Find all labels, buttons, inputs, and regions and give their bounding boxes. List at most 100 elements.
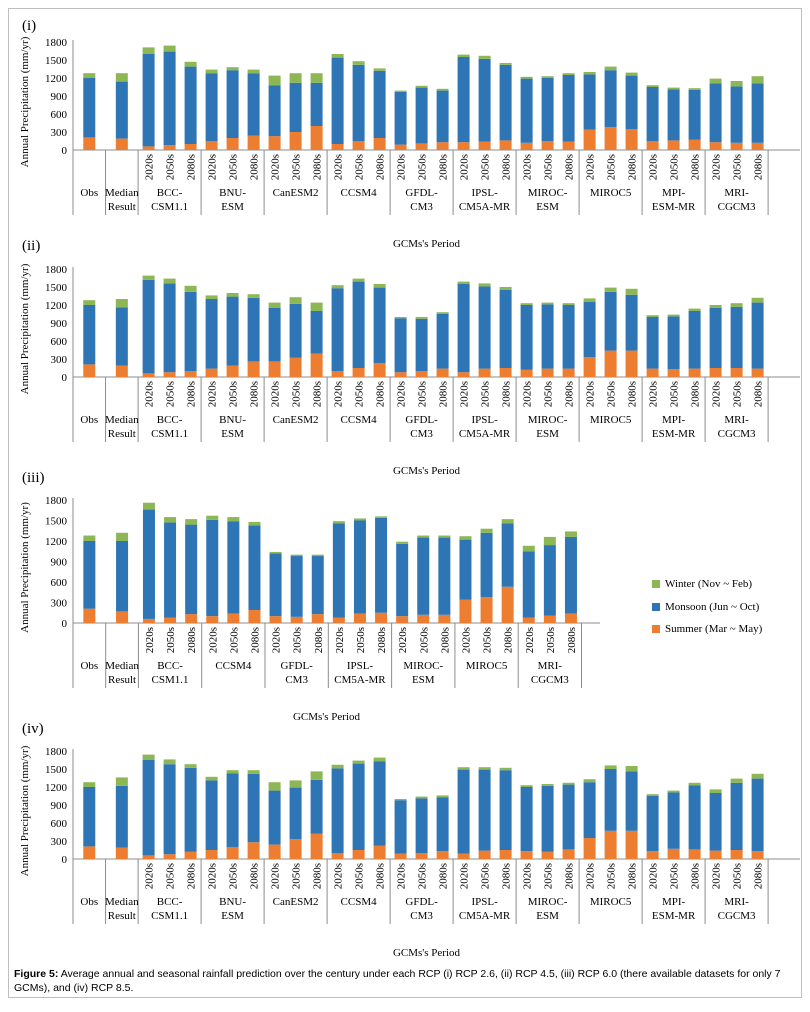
bar-summer <box>205 850 218 859</box>
bar-winter <box>310 302 323 311</box>
x-group-label: IPSL- <box>471 896 498 908</box>
x-group-label: BCC- <box>157 414 183 426</box>
bar-summer <box>688 849 701 859</box>
bar-winter <box>583 72 596 75</box>
x-tick-period: 2080s <box>186 381 198 407</box>
bar-monsoon <box>226 773 239 847</box>
bar-summer <box>353 613 366 623</box>
x-tick-period: 2020s <box>648 863 660 889</box>
x-tick-period: 2080s <box>249 381 261 407</box>
bar-winter <box>373 757 386 762</box>
bar-monsoon <box>730 782 743 850</box>
x-group-label: MPI- <box>662 414 686 426</box>
bar-summer <box>116 611 129 623</box>
bar-winter <box>751 773 764 779</box>
bar-summer <box>226 138 239 150</box>
bar-monsoon <box>83 78 96 138</box>
bar-summer <box>373 363 386 377</box>
y-tick-label: 0 <box>62 854 68 866</box>
legend-label-summer: Summer (Mar ~ May) <box>665 623 763 635</box>
y-tick-label: 1800 <box>45 264 68 276</box>
x-tick-period: 2080s <box>375 863 387 889</box>
bar-summer <box>415 143 428 150</box>
bar-summer <box>185 614 198 623</box>
bar-summer <box>163 145 176 150</box>
bar-summer <box>478 141 491 150</box>
bar-monsoon <box>688 785 701 850</box>
bar-winter <box>247 770 260 774</box>
bar-winter <box>226 770 239 774</box>
x-tick-period: 2050s <box>482 627 494 653</box>
bar-summer <box>268 844 281 859</box>
x-group-label: CGCM3 <box>718 910 756 922</box>
bar-summer <box>289 357 302 377</box>
x-tick-period: 2020s <box>585 863 597 889</box>
y-tick-label: 1500 <box>45 764 68 776</box>
bar-winter <box>185 519 198 525</box>
y-axis-label: Annual Precipitation (mm/yr) <box>19 502 31 633</box>
panel-label: (iv) <box>22 721 44 737</box>
x-group-label: GFDL- <box>280 660 313 672</box>
x-tick-period: 2080s <box>627 154 639 180</box>
bar-winter <box>667 314 680 317</box>
bar-winter <box>436 795 449 798</box>
x-tick-period: 2020s <box>585 381 597 407</box>
x-group-label: CCSM4 <box>215 660 252 672</box>
x-group-label: CM3 <box>410 428 433 440</box>
x-group-label: MPI- <box>662 187 686 199</box>
bar-summer <box>247 361 260 377</box>
x-tick-period: 2050s <box>292 627 304 653</box>
x-tick-period: 2080s <box>313 627 325 653</box>
x-group-label: MRI- <box>538 660 563 672</box>
x-group-label: BCC- <box>157 187 183 199</box>
x-group-label: ESM-MR <box>652 201 696 213</box>
bar-summer <box>457 853 470 859</box>
bar-monsoon <box>457 57 470 143</box>
bar-summer <box>184 144 197 150</box>
bar-monsoon <box>289 787 302 840</box>
x-group-label: IPSL- <box>471 187 498 199</box>
x-tick-period: 2080s <box>501 381 513 407</box>
x-tick-period: 2080s <box>564 381 576 407</box>
x-group-label: CSM1.1 <box>151 910 188 922</box>
x-tick-period: 2080s <box>690 863 702 889</box>
bar-winter <box>751 76 764 84</box>
bar-monsoon <box>478 58 491 142</box>
bar-summer <box>604 830 617 859</box>
x-tick-period: 2050s <box>165 627 177 653</box>
bar-summer <box>331 853 344 859</box>
bar-monsoon <box>604 70 617 128</box>
x-tick-period: 2080s <box>186 863 198 889</box>
x-tick-period: 2050s <box>543 863 555 889</box>
bar-monsoon <box>730 306 743 368</box>
bar-monsoon <box>583 782 596 838</box>
bar-winter <box>688 308 701 311</box>
x-tick-period: 2020s <box>524 627 536 653</box>
bar-winter <box>501 519 514 524</box>
bar-monsoon <box>436 797 449 852</box>
bar-monsoon <box>310 311 323 354</box>
bar-summer <box>247 135 260 150</box>
x-tick-period: 2080s <box>438 863 450 889</box>
chart-panel-4: (iv) 0 300 600 900 1200 1500 1800 Annual Precipi… <box>19 721 800 959</box>
x-tick-period: 2020s <box>207 627 219 653</box>
bar-monsoon <box>415 318 428 371</box>
x-tick-period: 2050s <box>228 381 240 407</box>
bar-summer <box>394 372 407 377</box>
x-tick-period: 2080s <box>249 154 261 180</box>
bar-summer <box>310 353 323 377</box>
bar-winter <box>709 789 722 793</box>
bar-summer <box>751 368 764 377</box>
x-tick-period: 2020s <box>207 863 219 889</box>
x-tick-period: 2080s <box>564 154 576 180</box>
bar-winter <box>646 794 659 796</box>
x-group-label: IPSL- <box>471 414 498 426</box>
bar-summer <box>457 372 470 377</box>
legend-label-monsoon: Monsoon (Jun ~ Oct) <box>665 601 760 613</box>
bar-monsoon <box>709 308 722 368</box>
bar-summer <box>331 371 344 377</box>
bar-summer <box>604 350 617 377</box>
x-tick-period: 2080s <box>501 863 513 889</box>
bar-winter <box>604 287 617 292</box>
bar-monsoon <box>247 773 260 843</box>
